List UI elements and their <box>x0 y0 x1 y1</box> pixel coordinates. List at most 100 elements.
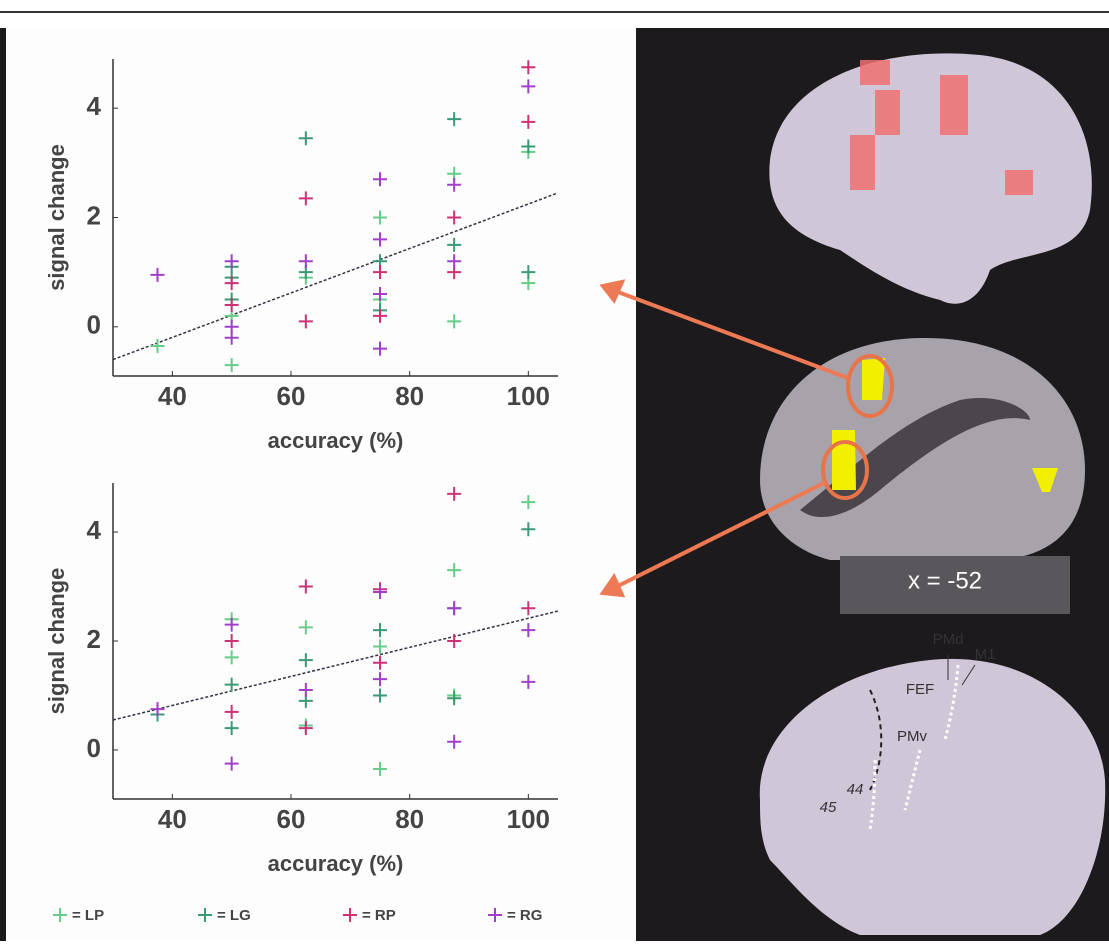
slice-label: x = -52 <box>908 567 982 594</box>
point <box>150 338 165 353</box>
x-tick-label: 60 <box>277 804 306 834</box>
point <box>447 314 462 329</box>
point <box>521 139 536 154</box>
point <box>447 486 462 501</box>
point <box>373 287 387 302</box>
legend-marker <box>53 908 67 922</box>
y-tick-label: 0 <box>87 310 101 340</box>
point <box>521 674 536 689</box>
brain-slice: x = -52 <box>760 337 1085 614</box>
ba45-label: 45 <box>820 799 837 816</box>
point <box>447 563 462 578</box>
point <box>447 691 462 706</box>
point <box>521 623 536 638</box>
point <box>224 677 239 692</box>
y-tick-label: 0 <box>87 733 101 763</box>
point <box>224 297 239 312</box>
point <box>150 267 165 282</box>
point <box>298 314 313 329</box>
point <box>447 601 462 616</box>
point <box>150 702 165 717</box>
x-tick-label: 80 <box>395 804 424 834</box>
point <box>298 683 313 698</box>
point <box>373 210 387 225</box>
brain-surface-top <box>769 53 1092 304</box>
x-axis-label: accuracy (%) <box>268 851 404 876</box>
x-tick-label: 40 <box>158 804 187 834</box>
plot-panel <box>6 28 636 941</box>
y-tick-label: 4 <box>87 91 102 121</box>
point <box>447 112 462 127</box>
ba44-label: 44 <box>847 781 864 798</box>
point <box>521 495 536 510</box>
point <box>298 131 313 146</box>
legend-label: = RG <box>507 907 542 924</box>
point <box>373 762 387 777</box>
pmv-label: PMv <box>897 728 928 745</box>
point <box>373 639 387 654</box>
point <box>224 721 239 736</box>
point <box>298 579 313 594</box>
trend-line <box>112 192 559 361</box>
point <box>373 655 387 670</box>
point <box>447 254 462 269</box>
point <box>447 177 462 192</box>
point <box>521 522 536 537</box>
fef-label: FEF <box>906 681 934 698</box>
point <box>298 721 313 736</box>
point <box>224 704 239 719</box>
point <box>373 265 387 280</box>
point <box>224 617 239 632</box>
trend-line <box>112 610 559 721</box>
legend-marker <box>343 908 357 922</box>
x-tick-label: 80 <box>395 381 424 411</box>
point <box>373 623 387 638</box>
y-tick-label: 2 <box>87 200 101 230</box>
y-axis-label: signal change <box>44 144 69 291</box>
point <box>447 210 462 225</box>
x-tick-label: 60 <box>277 381 306 411</box>
point <box>521 60 536 75</box>
brain-surface-bottom: PMd M1 FEF PMv 44 45 <box>759 631 1106 935</box>
x-tick-label: 100 <box>507 381 550 411</box>
point <box>373 672 387 687</box>
point <box>447 734 462 749</box>
point <box>373 584 387 599</box>
legend-label: = LG <box>217 907 251 924</box>
point <box>298 620 313 635</box>
point <box>224 254 239 269</box>
point <box>521 114 536 129</box>
point <box>224 650 239 665</box>
x-tick-label: 40 <box>158 381 187 411</box>
legend-label: = LP <box>72 907 104 924</box>
x-axis-label: accuracy (%) <box>268 428 404 453</box>
legend-marker <box>198 908 212 922</box>
point <box>447 237 462 252</box>
point <box>224 330 239 345</box>
point <box>373 232 387 247</box>
point <box>521 265 536 280</box>
point <box>373 172 387 187</box>
legend-marker <box>488 908 502 922</box>
y-axis-label: signal change <box>44 568 69 715</box>
y-tick-label: 2 <box>87 624 101 654</box>
m1-label: M1 <box>975 646 996 663</box>
point <box>373 688 387 703</box>
point <box>447 634 462 648</box>
point <box>521 79 536 94</box>
legend-label: = RP <box>362 907 396 924</box>
y-tick-label: 4 <box>87 515 102 545</box>
point <box>224 276 239 291</box>
point <box>224 756 239 771</box>
point <box>298 653 313 668</box>
point <box>521 601 536 616</box>
point <box>298 191 313 206</box>
point <box>373 341 387 356</box>
point <box>373 308 387 323</box>
arrows <box>599 279 849 598</box>
x-tick-label: 100 <box>507 804 550 834</box>
point <box>224 634 239 648</box>
point <box>224 358 239 373</box>
pmd-label: PMd <box>933 631 964 648</box>
